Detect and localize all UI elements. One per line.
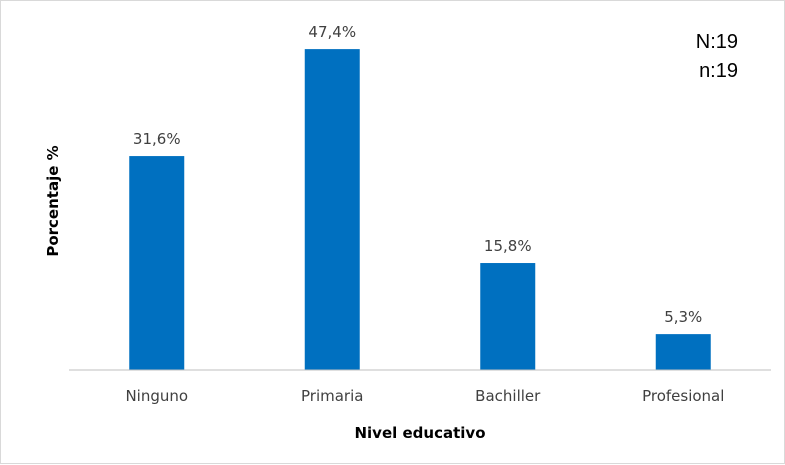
data-label-primaria: 47,4% xyxy=(308,23,356,41)
x-tick-label-profesional: Profesional xyxy=(642,387,724,405)
data-label-profesional: 5,3% xyxy=(664,308,702,326)
x-tick-label-primaria: Primaria xyxy=(301,387,363,405)
bar-profesional xyxy=(655,334,711,370)
y-axis-title: Porcentaje % xyxy=(44,145,62,256)
bars-group xyxy=(129,49,711,371)
x-tick-label-ninguno: Ninguno xyxy=(125,387,188,405)
sample-n-annotation: n:19 xyxy=(699,60,738,82)
total-n-annotation: N:19 xyxy=(696,31,738,53)
x-tick-label-bachiller: Bachiller xyxy=(475,387,541,405)
bar-ninguno xyxy=(129,156,185,370)
data-label-bachiller: 15,8% xyxy=(484,237,532,255)
data-label-ninguno: 31,6% xyxy=(133,130,181,148)
x-tick-labels-group: Ninguno Primaria Bachiller Profesional xyxy=(125,387,724,405)
bar-primaria xyxy=(304,49,360,371)
data-labels-group: 31,6% 47,4% 15,8% 5,3% xyxy=(133,23,702,326)
x-axis-title: Nivel educativo xyxy=(354,424,485,442)
bar-bachiller xyxy=(480,263,536,370)
